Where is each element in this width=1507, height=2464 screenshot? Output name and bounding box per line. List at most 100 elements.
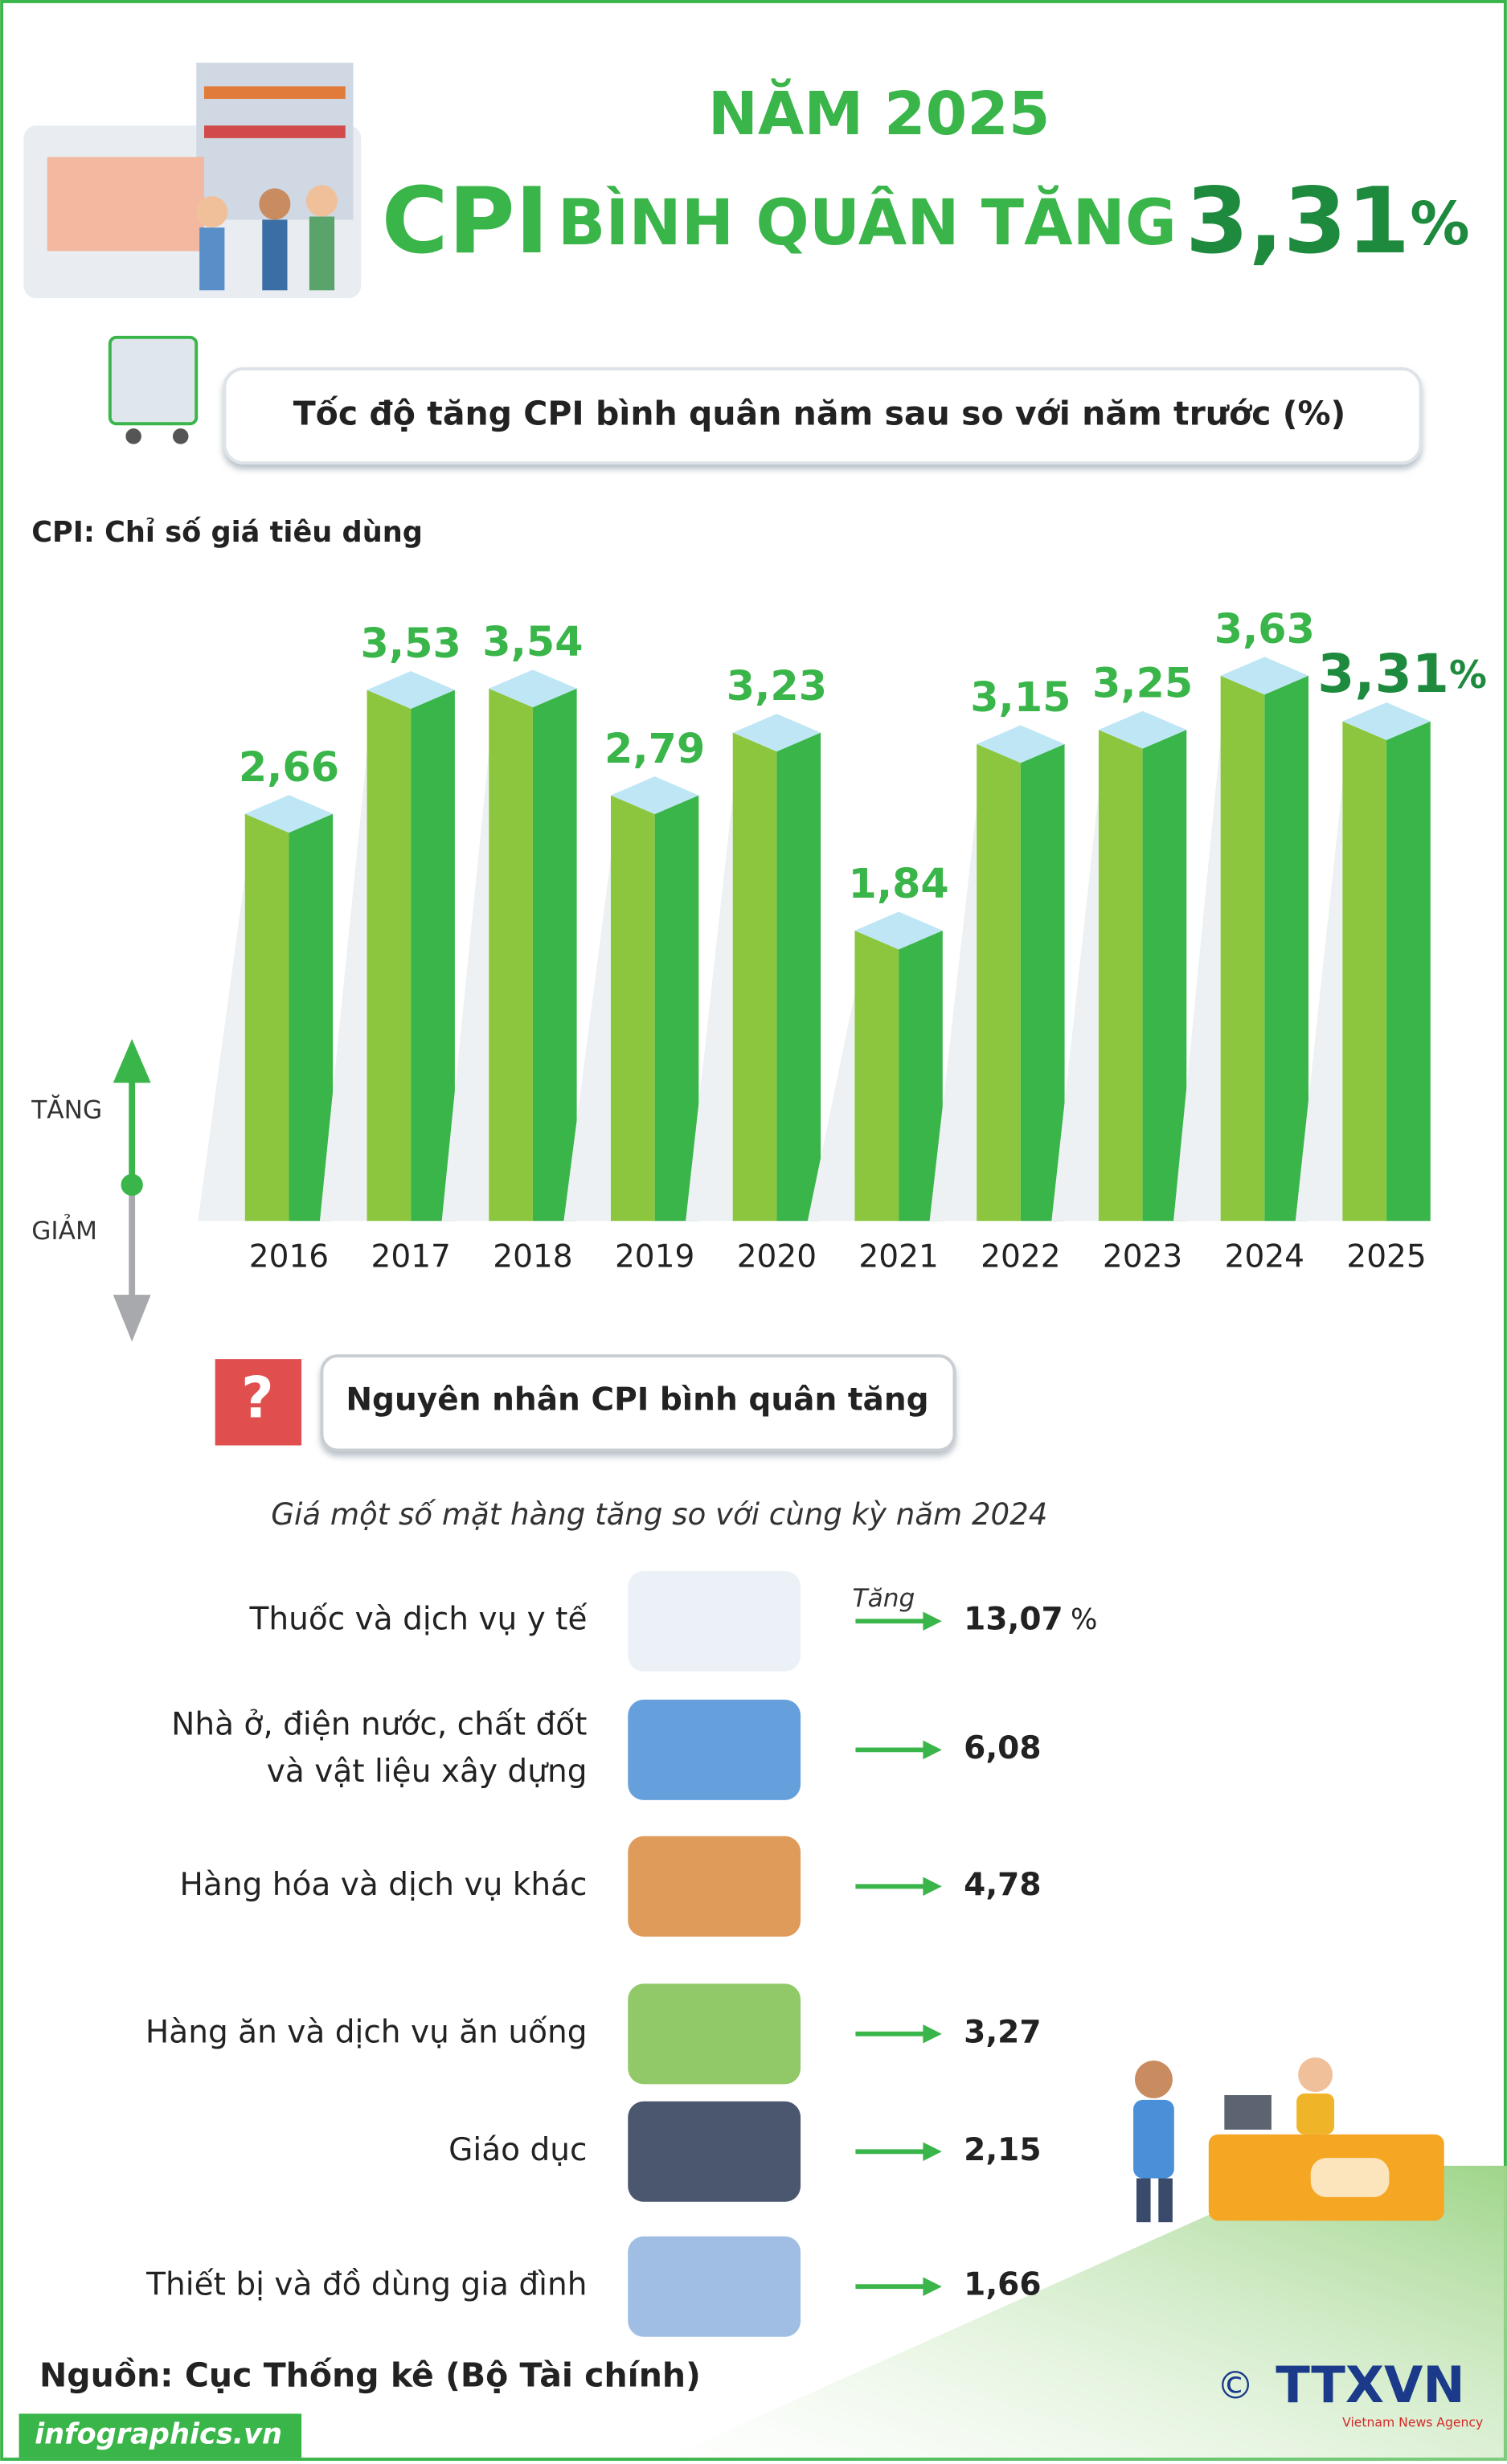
reasons-title: Nguyên nhân CPI bình quân tăng [346,1381,928,1418]
up-label: TĂNG [31,1094,102,1125]
down-label: GIẢM [31,1213,97,1246]
bar-top [1220,657,1309,695]
supermarket-illustration [23,63,362,444]
reason-value: 1,66 [964,2267,1041,2303]
reason-arrow-head [923,1611,942,1631]
reasons-subtitle: Giá một số mặt hàng tăng so với cùng kỳ … [271,1497,1047,1532]
logo: TTXVN [1276,2356,1464,2414]
x-tick-label: 2021 [858,1239,938,1275]
bar-side [776,732,821,1222]
arrow-origin [121,1173,143,1197]
value-label-number: 3,23 [727,662,827,710]
reason-label: Giáo dục [448,2132,587,2168]
bar-shadow [1051,792,1099,1222]
value-label-number: 3,53 [361,620,461,667]
value-label: 3,63 [1214,605,1315,653]
down-arrow-head [113,1295,151,1342]
reason-unit: % [1071,1603,1097,1636]
bar [732,732,777,1222]
reasons-title-box [320,1354,956,1452]
value-label: 3,25 [1092,659,1193,706]
bar-side [532,688,577,1222]
reason-arrow-head [923,1877,942,1896]
reason-value: 6,08 [964,1730,1041,1766]
reason-arrow-head [923,2277,942,2296]
value-label-number: 3,31 [1317,642,1449,705]
bar-shadow [686,795,733,1222]
bar-side [1142,730,1187,1222]
value-label-number: 3,63 [1214,605,1315,653]
value-label-number: 3,15 [970,673,1071,721]
bar [1342,721,1387,1222]
bar-side [1386,721,1431,1222]
header-title-value: 3,31 [1186,168,1410,274]
x-tick-label: 2020 [737,1239,817,1275]
x-tick-label: 2022 [981,1239,1060,1275]
reason-label: Hàng hóa và dịch vụ khác [180,1867,588,1903]
value-label-number: 3,54 [482,618,583,665]
bar [977,743,1021,1222]
bar [489,688,533,1222]
bar-side [654,795,699,1222]
x-tick-label: 2018 [493,1239,572,1275]
value-label: 3,54 [482,618,583,665]
reason-arrow-head [923,2024,942,2044]
header-title-unit: % [1410,190,1469,259]
reason-icon [628,1836,801,1937]
reason-icon [628,2101,801,2202]
reason-arrow-head [923,1740,942,1760]
bar [610,795,655,1222]
value-label-number: 2,79 [604,725,705,772]
value-label-unit: % [1449,653,1487,697]
bar-top [244,795,334,833]
floor-decoration [659,2165,1507,2461]
question-icon [215,1359,302,1446]
reason-icon [628,1699,801,1800]
reason-label: Nhà ở, điện nước, chất đốt [171,1707,587,1743]
x-tick-label: 2025 [1346,1239,1426,1275]
copyright: © [1217,2365,1255,2409]
chart-title-box [223,366,1423,465]
chart-subtitle: CPI: Chỉ số giá tiêu dùng [31,516,423,549]
bar [854,930,899,1222]
header-year: NĂM 2025 [708,78,1050,149]
reason-label: và vật liệu xây dựng [267,1754,588,1790]
bar-shadow [1173,738,1221,1222]
header-title-middle: BÌNH QUÂN TĂNG [558,186,1177,260]
value-label: 3,15 [970,673,1071,721]
x-tick-label: 2023 [1103,1239,1182,1275]
value-label-number: 2,66 [239,743,339,791]
value-label: 1,84 [849,860,949,907]
bar-top [489,669,577,708]
bar [244,813,289,1222]
value-label-number: 1,84 [849,860,949,907]
value-label: 2,66 [239,743,339,791]
question-mark: ? [241,1365,274,1431]
bar [1098,730,1143,1222]
bar-shadow [807,993,855,1222]
reason-label: Thuốc và dịch vụ y tế [249,1602,588,1638]
chart-title: Tốc độ tăng CPI bình quân năm sau so với… [293,394,1346,432]
value-label: 3,53 [361,620,461,667]
site: infographics.vn [35,2418,282,2451]
value-label-number: 3,25 [1092,659,1193,706]
site-band [18,2413,302,2458]
reason-value: 3,27 [964,2014,1041,2050]
x-tick-label: 2017 [371,1239,451,1275]
x-tick-label: 2016 [249,1239,329,1275]
reason-icon [628,2236,801,2337]
bar-top [1098,710,1187,749]
source: Nguồn: Cục Thống kê (Bộ Tài chính) [39,2356,701,2395]
increase-label: Tăng [853,1584,915,1613]
bar-top [977,725,1065,763]
bar [1220,675,1265,1222]
shop-illustration [1133,2057,1444,2223]
reason-arrow-head [923,2142,942,2162]
value-label: 3,23 [727,662,827,710]
bar-top [367,671,455,709]
x-tick-label: 2024 [1225,1239,1304,1275]
bar [367,690,412,1222]
bar-chart: 2,66 2016 3,53 2017 3,54 2018 2,79 2019 3,23 2020… [198,605,1487,1275]
bar-shadow [929,806,977,1222]
